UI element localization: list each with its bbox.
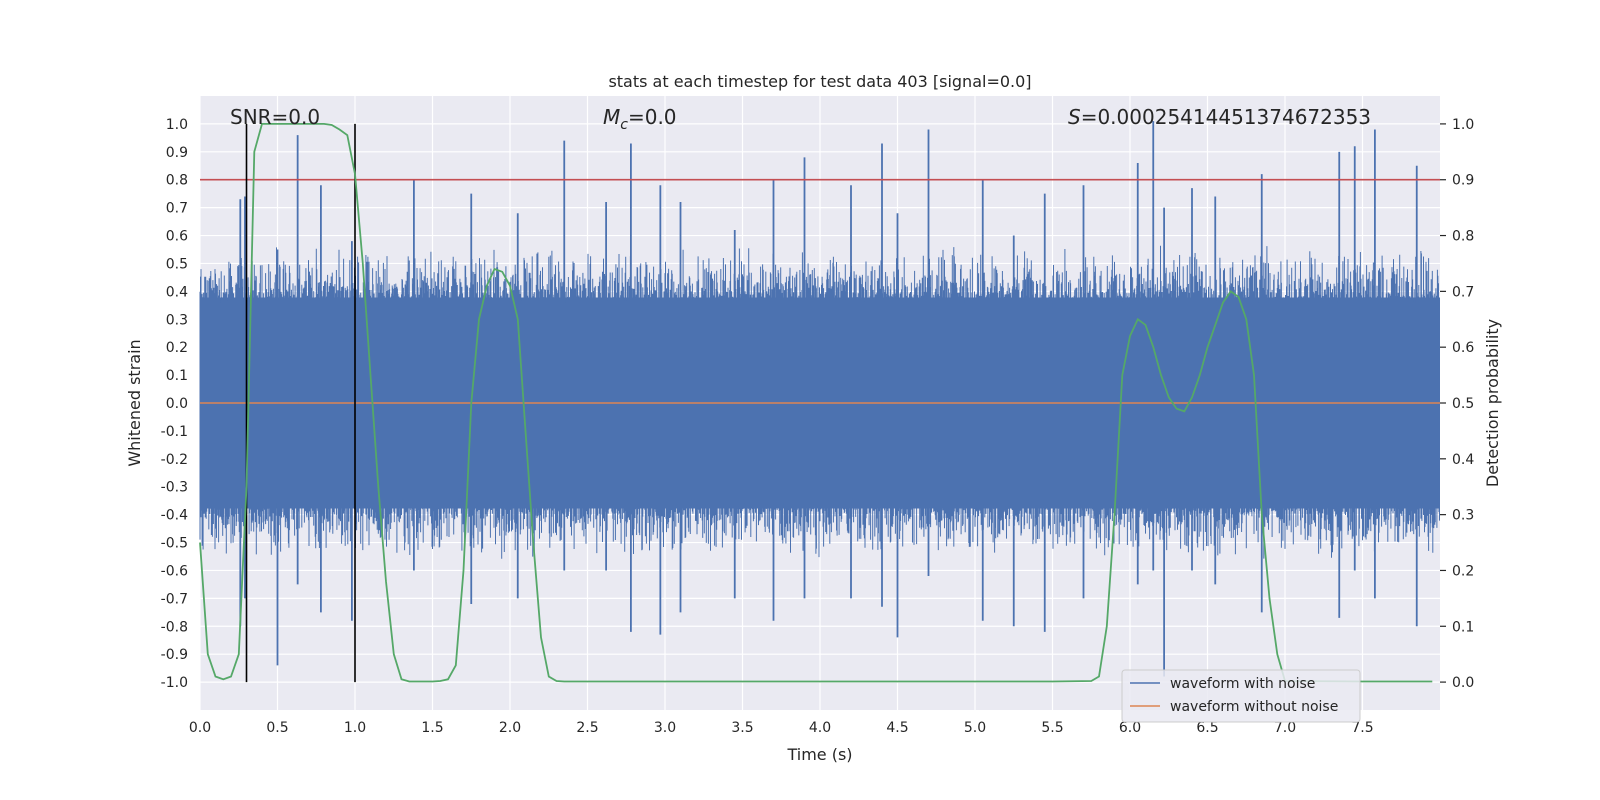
s-symbol: S	[1068, 105, 1081, 129]
y-tick-label: 0.6	[166, 229, 188, 245]
y-tick-label: -0.2	[161, 452, 188, 468]
x-tick-label: 4.0	[809, 720, 831, 736]
y-tick-label: -0.4	[161, 508, 188, 524]
x-tick-label: 5.0	[964, 720, 986, 736]
y2-tick-label: 0.1	[1452, 619, 1474, 635]
y-tick-label: 0.7	[166, 201, 188, 217]
y-tick-label: 0.9	[166, 145, 188, 161]
y2-axis-label: Detection probability	[1483, 319, 1502, 487]
y-axis-right: 1.0 0.9 0.8 0.7 0.6 0.5 0.4 0.3 0.2 0.1 0.0	[1440, 117, 1474, 691]
mc-value: =0.0	[628, 105, 677, 129]
y-tick-label: 0.3	[166, 312, 188, 328]
legend-box	[1121, 669, 1361, 723]
y2-tick-label: 0.8	[1452, 229, 1474, 245]
x-tick-label: 1.0	[344, 720, 366, 736]
y-tick-label: 0.4	[166, 284, 188, 300]
s-value: =0.00025414451374672353	[1081, 105, 1371, 129]
x-tick-label: 3.0	[654, 720, 676, 736]
y2-tick-label: 0.3	[1452, 508, 1474, 524]
legend-label-noise: waveform with noise	[1170, 676, 1315, 692]
y2-tick-label: 0.7	[1452, 284, 1474, 300]
x-tick-label: 2.5	[576, 720, 598, 736]
y-axis-left: 1.0 0.9 0.8 0.7 0.6 0.5 0.4 0.3 0.2 0.1 0.0 -0.1 -0.…	[161, 117, 188, 691]
y-tick-label: -1.0	[161, 675, 188, 691]
y2-tick-label: 0.4	[1452, 452, 1474, 468]
y2-tick-label: 0.0	[1452, 675, 1474, 691]
y-tick-label: -0.9	[161, 647, 188, 663]
y-tick-label: 0.8	[166, 173, 188, 189]
y-tick-label: -0.3	[161, 480, 188, 496]
y-tick-label: -0.7	[161, 591, 188, 607]
y-tick-label: 0.2	[166, 340, 188, 356]
x-tick-label: 6.5	[1196, 720, 1218, 736]
x-axis-label: Time (s)	[786, 745, 852, 764]
x-tick-label: 1.5	[421, 720, 443, 736]
y-tick-label: 0.0	[166, 396, 188, 412]
x-tick-label: 4.5	[886, 720, 908, 736]
y2-tick-label: 0.5	[1452, 396, 1474, 412]
overlays	[199, 123, 1440, 683]
legend-label-clean: waveform without noise	[1170, 699, 1338, 715]
y-tick-label: 0.1	[166, 368, 188, 384]
y-tick-label: -0.8	[161, 619, 188, 635]
snr-annotation: SNR=0.0	[230, 105, 320, 129]
y2-tick-label: 0.2	[1452, 563, 1474, 579]
mc-symbol: M	[603, 105, 620, 129]
y-tick-label: -0.1	[161, 424, 188, 440]
x-tick-label: 0.0	[189, 720, 211, 736]
x-tick-label: 6.0	[1119, 720, 1141, 736]
mc-annotation: Mc=0.0	[603, 105, 677, 133]
mc-subscript: c	[620, 117, 628, 133]
x-tick-label: 7.0	[1274, 720, 1296, 736]
chart-title: stats at each timestep for test data 403…	[608, 72, 1031, 91]
legend: waveform with noise waveform without noi…	[1121, 669, 1361, 723]
y-tick-label: -0.5	[161, 536, 188, 552]
y-axis-label: Whitened strain	[125, 339, 144, 466]
y2-tick-label: 0.9	[1452, 173, 1474, 189]
y-tick-label: 1.0	[166, 117, 188, 133]
detection-probability-line	[199, 123, 1433, 683]
x-axis: 0.0 0.5 1.0 1.5 2.0 2.5 3.0 3.5 4.0 4.5 5.0 5.5 6.0 6…	[189, 720, 1374, 736]
x-tick-label: 5.5	[1041, 720, 1063, 736]
y-tick-label: 0.5	[166, 256, 188, 272]
s-annotation: S=0.00025414451374672353	[1068, 105, 1371, 129]
y-tick-label: -0.6	[161, 563, 188, 579]
x-tick-label: 3.5	[731, 720, 753, 736]
y2-tick-label: 0.6	[1452, 340, 1474, 356]
x-tick-label: 0.5	[266, 720, 288, 736]
y2-tick-label: 1.0	[1452, 117, 1474, 133]
x-tick-label: 2.0	[499, 720, 521, 736]
x-tick-label: 7.5	[1351, 720, 1373, 736]
